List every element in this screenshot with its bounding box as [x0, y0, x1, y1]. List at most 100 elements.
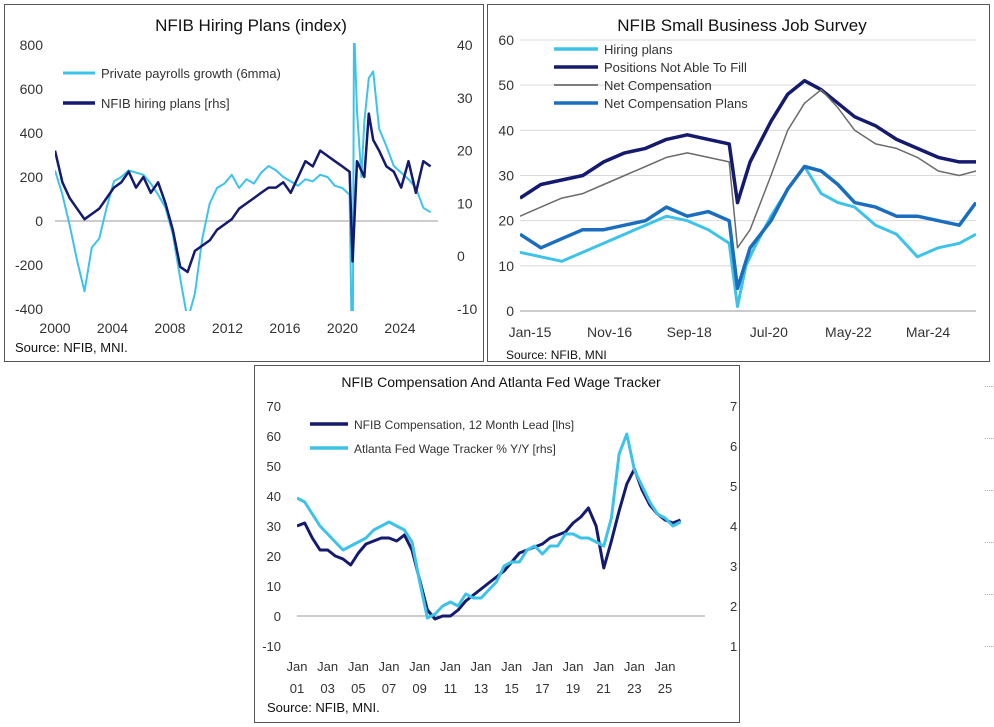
y-axis-tick-label: 60 [267, 429, 281, 444]
legend-label: NFIB Compensation, 12 Month Lead [lhs] [354, 418, 574, 432]
x-axis-tick-label: Jan [379, 659, 400, 674]
legend-label: Net Compensation Plans [604, 96, 748, 111]
x-axis-tick-label: Jan [440, 659, 461, 674]
chart-title: NFIB Compensation And Atlanta Fed Wage T… [341, 374, 661, 390]
x-axis-tick-label: 09 [412, 681, 426, 696]
y-axis-tick-label: 200 [20, 169, 44, 185]
job-survey-chart-panel: NFIB Small Business Job Survey 60 50 40 30 2… [487, 4, 990, 362]
y-axis-right-tick-label: 40 [457, 37, 473, 53]
y-axis-tick-label: -200 [15, 257, 43, 273]
x-axis-tick-label: 25 [658, 681, 672, 696]
x-axis-tick-label: Jan-15 [509, 324, 552, 340]
compensation-wage-chart: NFIB Compensation And Atlanta Fed Wage T… [262, 374, 737, 715]
y-axis-right-tick-label: 5 [730, 479, 737, 494]
x-axis-tick-label: 2016 [269, 320, 300, 336]
x-axis-tick-label: 23 [627, 681, 641, 696]
y-axis-right-tick-label: 1 [730, 639, 737, 654]
y-axis-tick-label: 40 [267, 489, 281, 504]
edge-divider [985, 438, 994, 439]
x-axis-tick-label: 2008 [154, 320, 185, 336]
y-axis-tick-label: 20 [267, 549, 281, 564]
x-axis-tick-label: Jan [593, 659, 614, 674]
x-axis-tick-label: Jan [287, 659, 308, 674]
legend-label: Net Compensation [604, 78, 712, 93]
x-axis-tick-label: 13 [474, 681, 488, 696]
y-axis-tick-label: 0 [35, 213, 43, 229]
x-axis-tick-label: Jan [563, 659, 584, 674]
x-axis-tick-label: 03 [320, 681, 334, 696]
y-axis-tick-label: 20 [498, 213, 514, 229]
chart-title: NFIB Hiring Plans (index) [155, 16, 347, 35]
x-axis-tick-label: Nov-16 [587, 324, 632, 340]
y-axis-tick-label: 30 [498, 168, 514, 184]
x-axis-tick-label: Jan [624, 659, 645, 674]
chart-source: Source: NFIB, MNI [506, 348, 607, 360]
x-axis-tick-label: 05 [351, 681, 365, 696]
x-axis-tick-label: 2012 [212, 320, 243, 336]
y-axis-tick-label: -400 [15, 301, 43, 317]
legend-label: NFIB hiring plans [rhs] [101, 96, 230, 111]
hiring-plans-chart-panel: NFIB Hiring Plans (index) 800 600 400 200 0-… [4, 4, 484, 362]
y-axis-tick-label: 0 [506, 303, 514, 319]
y-axis-right-tick-label: 2 [730, 599, 737, 614]
chart-title: NFIB Small Business Job Survey [617, 16, 867, 35]
y-axis-right-tick-label: 7 [730, 399, 737, 414]
x-axis-tick-label: Jul-20 [750, 324, 788, 340]
y-axis-tick-label: -10 [262, 639, 281, 654]
y-axis-tick-label: 30 [267, 519, 281, 534]
x-axis-tick-label: May-22 [825, 324, 872, 340]
x-axis-tick-label: Sep-18 [667, 324, 712, 340]
y-axis-tick-label: 10 [267, 579, 281, 594]
x-axis-tick-label: Mar-24 [906, 324, 951, 340]
edge-divider [985, 594, 994, 595]
y-axis-tick-label: 400 [20, 125, 44, 141]
series-line-1 [297, 467, 682, 621]
y-axis-right-tick-label: -10 [457, 301, 477, 317]
job-survey-chart: NFIB Small Business Job Survey 60 50 40 30 2… [498, 16, 976, 360]
y-axis-tick-label: 800 [20, 37, 44, 53]
edge-divider [985, 646, 994, 647]
legend-label: Positions Not Able To Fill [604, 60, 747, 75]
x-axis-tick-label: 2024 [384, 320, 415, 336]
y-axis-right-tick-label: 20 [457, 143, 473, 159]
x-axis-tick-label: 07 [382, 681, 396, 696]
series-line-2 [297, 432, 682, 620]
legend-label: Atlanta Fed Wage Tracker % Y/Y [rhs] [354, 442, 556, 456]
y-axis-right-tick-label: 6 [730, 439, 737, 454]
chart-source: Source: NFIB, MNI. [267, 700, 380, 715]
x-axis-tick-label: Jan [317, 659, 338, 674]
y-axis-tick-label: 40 [498, 122, 514, 138]
x-axis-tick-label: 11 [444, 681, 458, 696]
x-axis-tick-label: 2000 [39, 320, 70, 336]
edge-divider [985, 386, 994, 387]
y-axis-tick-label: 60 [498, 32, 514, 48]
x-axis-tick-label: 21 [596, 681, 610, 696]
x-axis-tick-label: 2004 [97, 320, 128, 336]
y-axis-tick-label: 70 [267, 399, 281, 414]
x-axis-tick-label: Jan [348, 659, 369, 674]
x-axis-tick-label: 17 [535, 681, 549, 696]
x-axis-tick-label: 2020 [327, 320, 358, 336]
series-line-1 [520, 165, 976, 308]
y-axis-tick-label: 10 [498, 258, 514, 274]
series-line-2 [55, 112, 432, 274]
y-axis-tick-label: 50 [498, 77, 514, 93]
y-axis-tick-label: 600 [20, 81, 44, 97]
series-line-4 [520, 164, 976, 291]
y-axis-right-tick-label: 30 [457, 90, 473, 106]
y-axis-right-tick-label: 0 [457, 248, 465, 264]
series-line-1 [55, 43, 432, 311]
legend-label: Private payrolls growth (6mma) [101, 66, 281, 81]
y-axis-right-tick-label: 3 [730, 559, 737, 574]
chart-source: Source: NFIB, MNI. [15, 340, 128, 355]
edge-divider [985, 542, 994, 543]
x-axis-tick-label: 15 [504, 681, 518, 696]
x-axis-tick-label: 01 [290, 681, 304, 696]
x-axis-tick-label: Jan [409, 659, 430, 674]
legend-label: Hiring plans [604, 42, 673, 57]
series-line-3 [520, 88, 976, 249]
hiring-plans-chart: NFIB Hiring Plans (index) 8006004002000-… [15, 16, 477, 355]
edge-divider [985, 490, 994, 491]
y-axis-tick-label: 0 [274, 609, 281, 624]
compensation-wage-chart-panel: NFIB Compensation And Atlanta Fed Wage T… [254, 365, 740, 723]
